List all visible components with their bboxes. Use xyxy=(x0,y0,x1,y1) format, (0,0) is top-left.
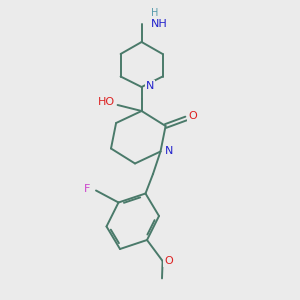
Text: F: F xyxy=(84,184,91,194)
Text: O: O xyxy=(188,111,197,121)
Text: N: N xyxy=(165,146,173,156)
Text: N: N xyxy=(146,81,154,91)
Text: H: H xyxy=(151,8,159,18)
Text: HO: HO xyxy=(98,97,115,107)
Text: O: O xyxy=(164,256,173,266)
Text: NH: NH xyxy=(151,19,167,29)
